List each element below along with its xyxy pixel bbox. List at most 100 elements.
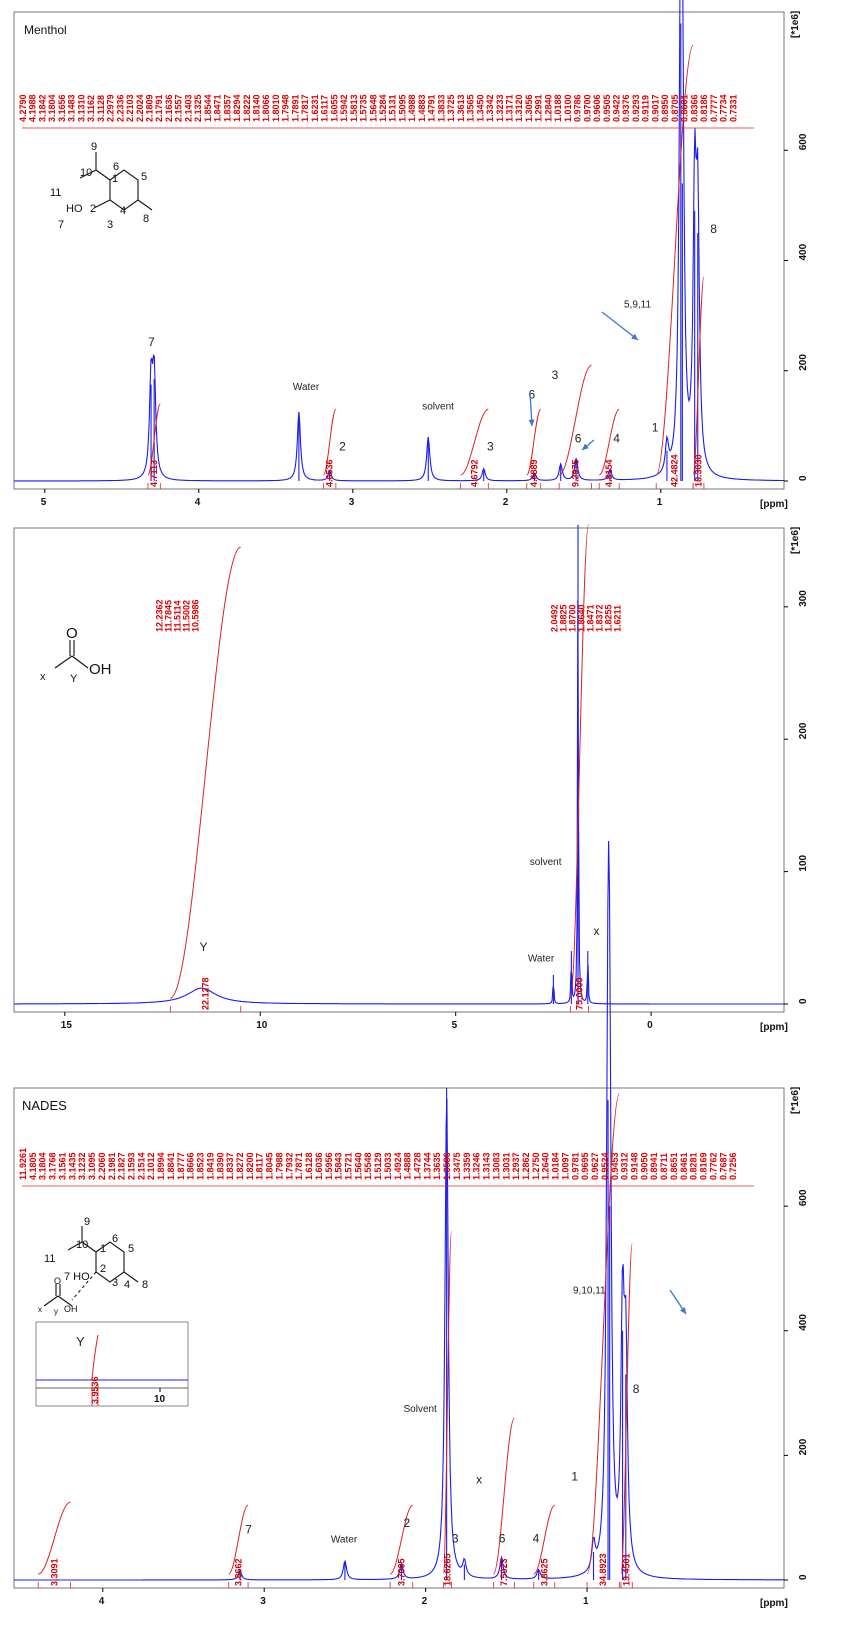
nades-annotation-8: 1 — [571, 1469, 578, 1483]
nades-inset: Y 3.9536 10 — [35, 1321, 189, 1407]
menthol-annotation-5: 6 — [529, 387, 536, 401]
nades-peak-label-35: 1.5548 — [363, 1152, 373, 1180]
svg-text:1: 1 — [100, 1243, 106, 1255]
acid-peak-label-1-6: 1.8255 — [603, 604, 613, 632]
menthol-peak-label-37: 1.5284 — [378, 94, 388, 122]
nades-peak-label-72: 0.7256 — [728, 1152, 738, 1180]
menthol-peak-label-43: 1.3833 — [436, 94, 446, 122]
menthol-peak-label-24: 1.8140 — [252, 94, 262, 122]
nades-peak-label-50: 1.2937 — [511, 1152, 521, 1180]
nades-y-axis-label: [*1e6] — [790, 1087, 801, 1114]
nades-peak-label-31: 1.5956 — [324, 1152, 334, 1180]
acid-x-tick-label-0: 15 — [61, 1020, 73, 1031]
acid-spectrum-line — [14, 600, 784, 1005]
acid-peak-label-0-2: 11.5114 — [173, 600, 183, 632]
menthol-peak-label-1: 4.1988 — [28, 94, 38, 122]
menthol-peak-label-61: 0.9422 — [612, 94, 622, 122]
nades-x-axis-label: [ppm] — [760, 1598, 788, 1609]
nades-peak-label-29: 1.6128 — [304, 1152, 314, 1180]
nades-peak-label-34: 1.5640 — [353, 1152, 363, 1180]
svg-text:x: x — [40, 671, 46, 683]
menthol-peak-label-44: 1.3725 — [446, 94, 456, 122]
menthol-integral-curve-3 — [526, 408, 542, 476]
svg-text:8: 8 — [142, 1279, 148, 1291]
nades-integral-curve-0 — [37, 1501, 71, 1575]
menthol-annotation-9: 1 — [652, 420, 659, 434]
nades-peak-label-12: 2.1514 — [136, 1152, 146, 1180]
menthol-peak-label-40: 1.4988 — [407, 94, 417, 122]
annotation-arrowhead-2 — [582, 443, 589, 450]
nades-peak-label-59: 0.9524 — [600, 1152, 610, 1180]
inset-integral-value: 3.9536 — [90, 1376, 100, 1404]
nades-integral-curve-5 — [533, 1504, 556, 1575]
nades-peak-label-9: 2.1981 — [107, 1152, 117, 1180]
nades-integral-value-4: 7.5923 — [499, 1558, 509, 1586]
menthol-integral-value-6: 42.4824 — [670, 454, 680, 487]
nades-peak-label-22: 1.8272 — [235, 1152, 245, 1180]
nades-peak-label-4: 3.1561 — [57, 1152, 67, 1180]
menthol-peak-label-35: 1.5735 — [359, 94, 369, 122]
nades-peak-label-0: 11.9261 — [18, 1148, 28, 1180]
menthol-peak-label-41: 1.4883 — [417, 94, 427, 122]
nades-peak-label-26: 1.7988 — [274, 1152, 284, 1180]
menthol-integral-curve-0 — [147, 403, 161, 476]
nades-x-tick-label-0: 4 — [99, 1596, 105, 1607]
svg-text:3: 3 — [107, 219, 113, 231]
menthol-integral-curve-2 — [460, 408, 489, 476]
menthol-structure: 9 10 1 6 5 11 HO 2 4 8 7 3 — [50, 141, 153, 231]
svg-text:10: 10 — [80, 167, 92, 179]
svg-text:7: 7 — [58, 219, 64, 231]
nades-peak-label-1: 4.1805 — [28, 1152, 38, 1180]
svg-text:y: y — [54, 1307, 58, 1316]
nades-peak-label-48: 1.3083 — [491, 1152, 501, 1180]
menthol-peak-label-33: 1.5942 — [339, 94, 349, 122]
menthol-peak-label-54: 1.2840 — [543, 94, 553, 122]
menthol-peak-label-11: 2.2103 — [125, 94, 135, 122]
acetic-acid-structure: O OH x Y — [40, 625, 112, 685]
svg-text:x: x — [38, 1305, 42, 1314]
nades-peak-label-36: 1.5129 — [373, 1152, 383, 1180]
nades-peak-label-53: 1.2640 — [541, 1152, 551, 1180]
menthol-annotation-6: 3 — [552, 368, 559, 382]
nades-peak-label-8: 2.2060 — [97, 1152, 107, 1180]
menthol-integral-value-7: 18.3030 — [694, 454, 704, 487]
menthol-peak-label-46: 1.3565 — [466, 94, 476, 122]
acid-peak-label-0-3: 11.5002 — [182, 600, 192, 632]
nades-annotation-6: 6 — [499, 1532, 506, 1546]
acid-annotation-0: Y — [200, 940, 208, 954]
nades-integral-curve-1 — [228, 1504, 249, 1575]
nades-peak-label-11: 2.1593 — [126, 1152, 136, 1180]
menthol-peak-label-0: 4.2790 — [18, 94, 28, 122]
nades-x-tick-label-2: 2 — [422, 1596, 428, 1607]
nades-peak-label-46: 1.3246 — [472, 1152, 482, 1180]
menthol-annotation-0: 7 — [148, 335, 155, 349]
menthol-peak-label-9: 2.2979 — [106, 94, 116, 122]
nades-annotation-4: 3 — [452, 1532, 459, 1546]
menthol-peak-label-64: 0.9119 — [641, 95, 651, 122]
menthol-peak-label-36: 1.5648 — [368, 94, 378, 122]
menthol-peak-label-15: 2.1636 — [164, 94, 174, 122]
nades-peak-label-13: 2.1012 — [146, 1152, 156, 1180]
nades-peak-label-57: 0.9695 — [580, 1152, 590, 1180]
menthol-x-tick-label-4: 1 — [657, 497, 663, 508]
menthol-peak-label-19: 1.8544 — [203, 94, 213, 122]
menthol-integral-value-2: 4.6792 — [469, 459, 479, 487]
menthol-peak-label-62: 0.9376 — [621, 94, 631, 122]
menthol-title: Menthol — [24, 23, 67, 37]
menthol-annotation-1: Water — [293, 382, 320, 393]
inset-y-label: Y — [76, 1334, 85, 1349]
menthol-integral-curve-6 — [655, 45, 694, 476]
menthol-peak-label-63: 0.9293 — [631, 94, 641, 122]
svg-text:8: 8 — [143, 213, 149, 225]
svg-text:O: O — [54, 1276, 61, 1286]
nades-integral-value-0: 3.3091 — [49, 1558, 59, 1586]
nades-peak-label-62: 0.9148 — [630, 1152, 640, 1180]
svg-text:OH: OH — [89, 661, 112, 678]
nades-peak-label-68: 0.8281 — [689, 1152, 699, 1180]
menthol-peak-label-45: 1.3613 — [456, 94, 466, 122]
nades-peak-label-58: 0.9627 — [590, 1152, 600, 1180]
nades-peak-label-17: 1.8666 — [186, 1152, 196, 1180]
nades-peak-label-45: 1.3359 — [462, 1152, 472, 1180]
svg-text:Y: Y — [70, 673, 78, 685]
